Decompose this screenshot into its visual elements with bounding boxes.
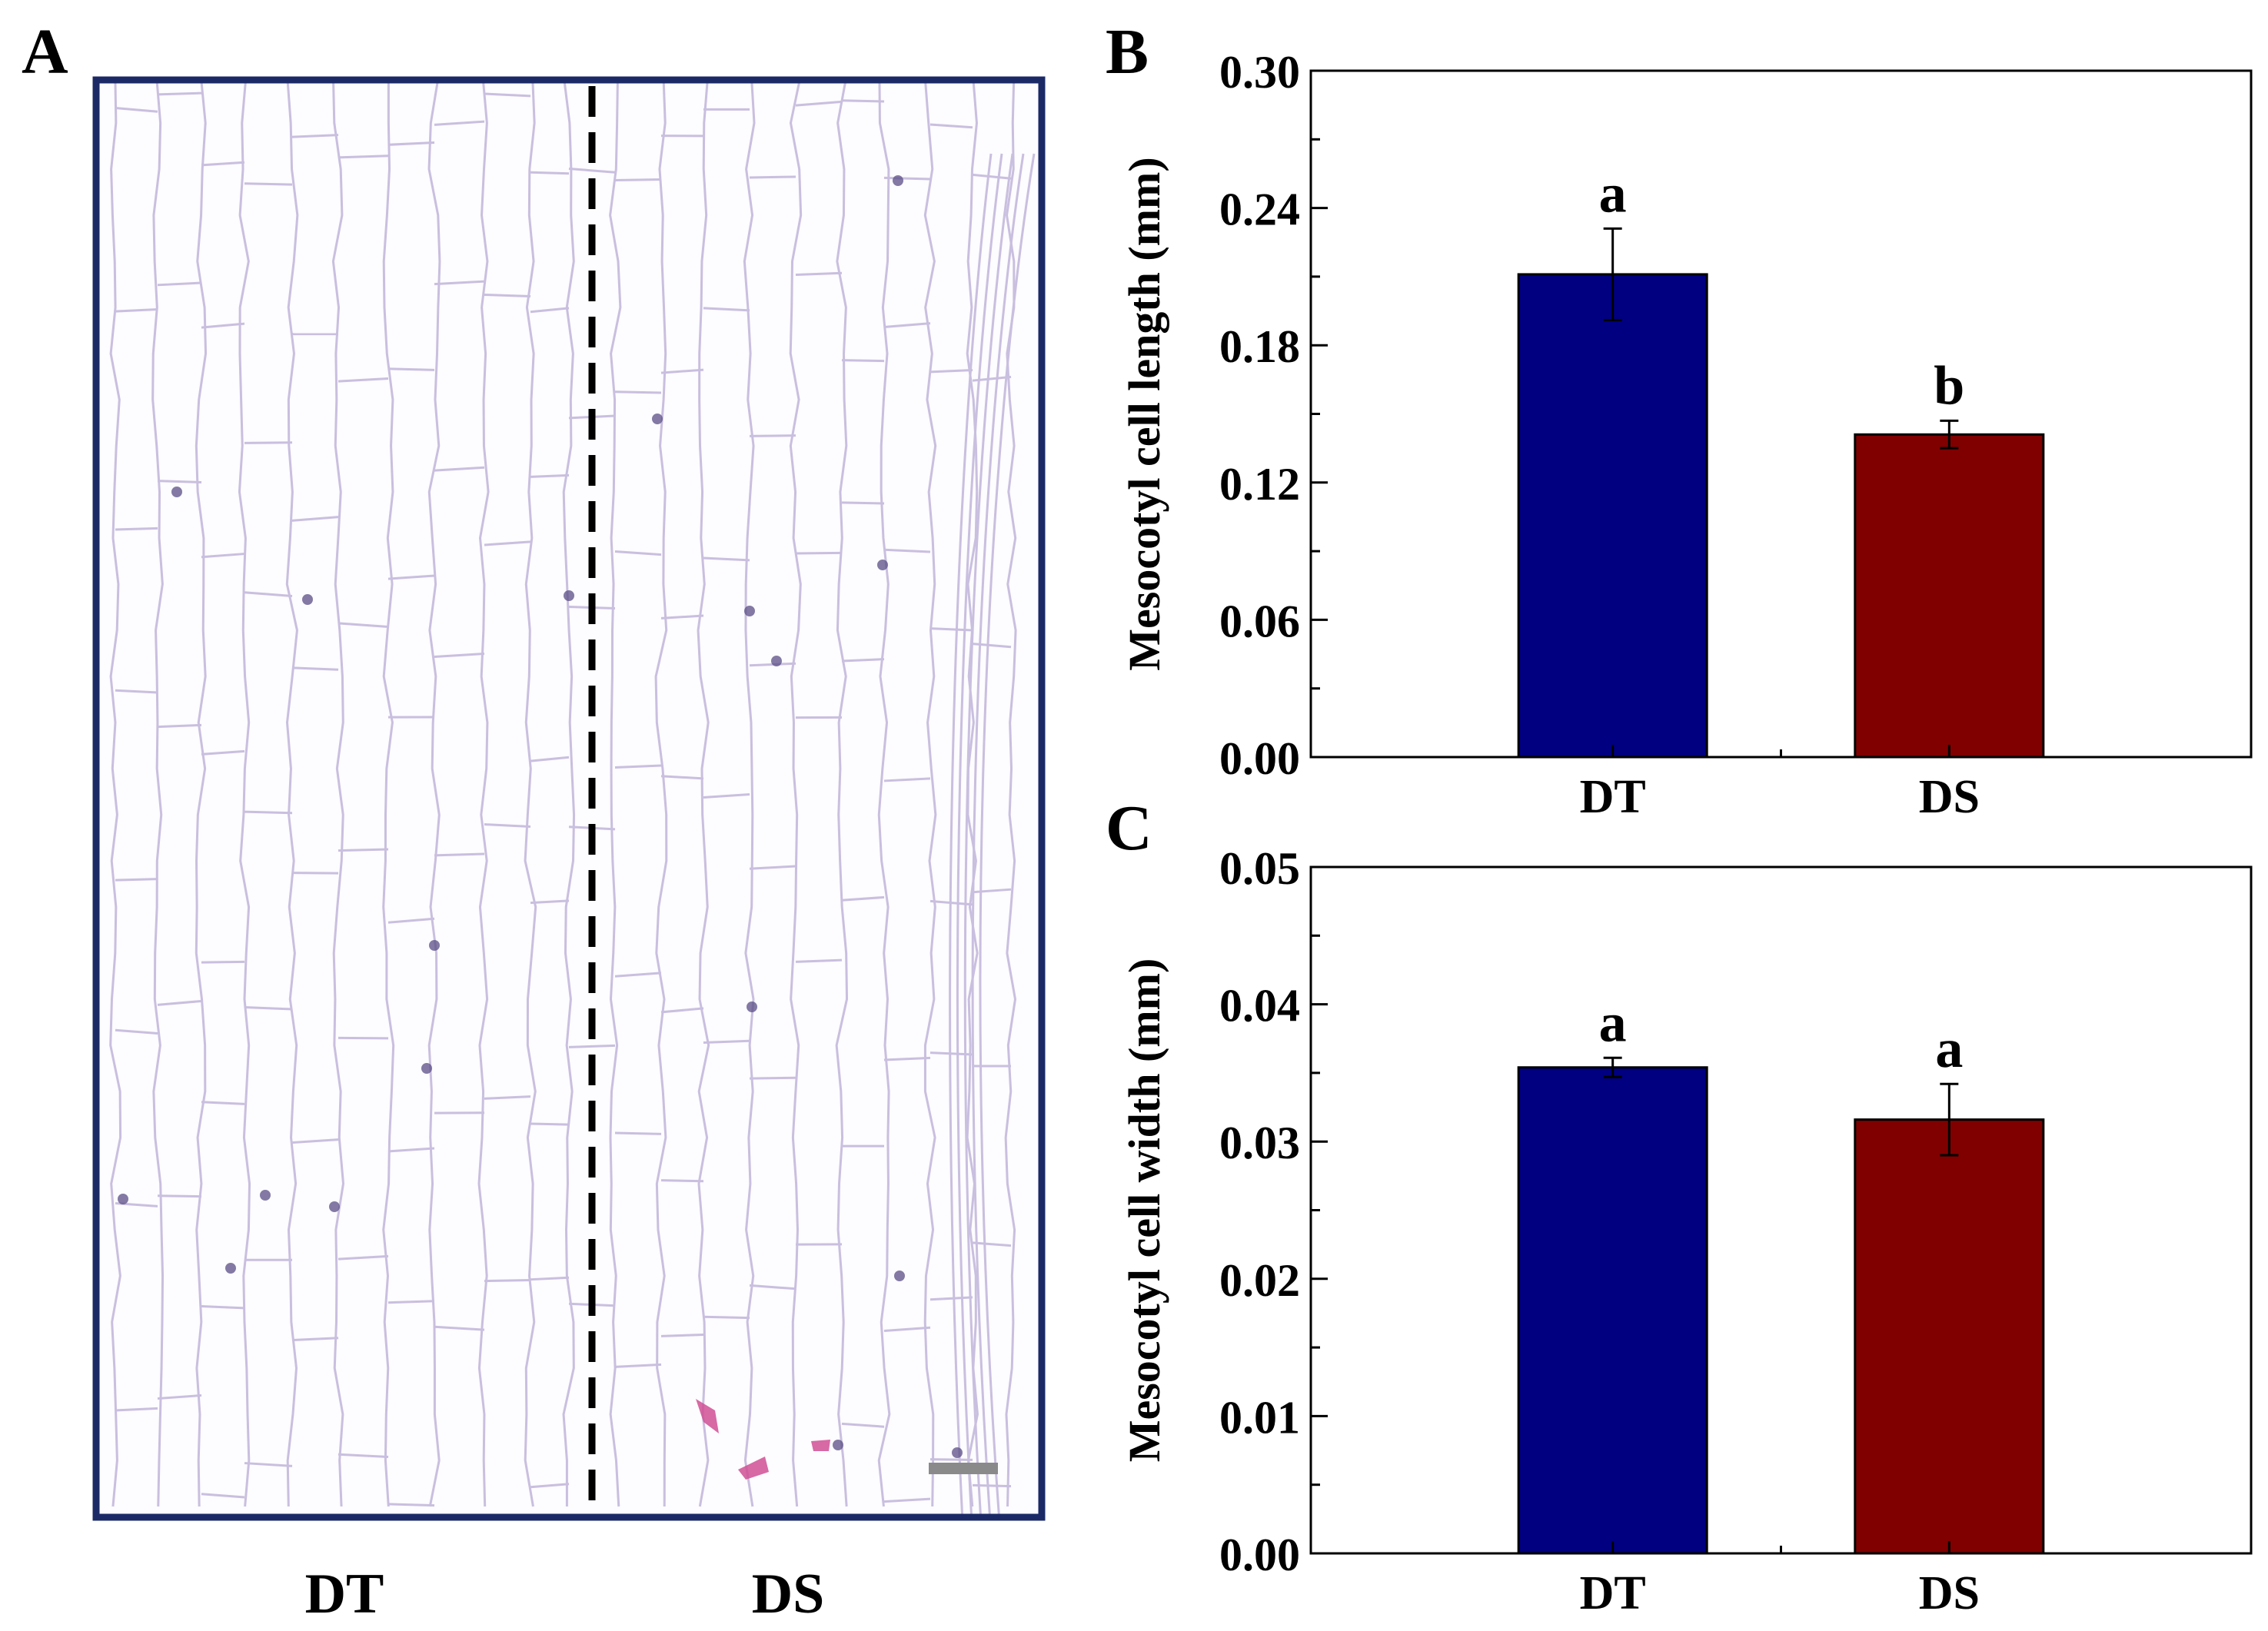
cell-cross-wall: [388, 369, 434, 370]
stain-fragment: [811, 1440, 830, 1451]
y-tick-label: 0.06: [1219, 596, 1300, 646]
cell-cross-wall: [569, 1045, 615, 1047]
bar-ds: [1855, 434, 2044, 757]
x-tick-label: DS: [1919, 1567, 1980, 1619]
nucleus-dot: [744, 606, 755, 616]
y-tick-label: 0.03: [1219, 1118, 1300, 1168]
y-tick-label: 0.12: [1219, 459, 1300, 510]
panel-a-letter: A: [22, 16, 68, 88]
scale-bar-icon: [929, 1463, 998, 1474]
y-tick-label: 0.00: [1219, 1530, 1300, 1580]
bar-ds: [1855, 1120, 2044, 1553]
cell-cross-wall: [388, 1301, 434, 1303]
cell-cross-wall: [388, 1504, 434, 1506]
nucleus-dot: [952, 1447, 963, 1458]
nucleus-dot: [877, 560, 888, 570]
cell-cross-wall: [115, 879, 158, 880]
y-tick-label: 0.05: [1219, 843, 1300, 894]
cell-cross-wall: [615, 392, 661, 393]
nucleus-dot: [260, 1190, 271, 1201]
panel-b-letter: B: [1106, 16, 1149, 88]
plot-frame: [1311, 71, 2251, 757]
cell-cross-wall: [158, 481, 201, 483]
nucleus-dot: [302, 594, 313, 605]
y-tick-label: 0.04: [1219, 981, 1300, 1031]
y-axis-label: Mesocotyl cell width (mm): [1119, 958, 1169, 1463]
cell-cross-wall: [292, 873, 338, 874]
x-tick-label: DT: [1580, 1567, 1646, 1619]
y-tick-label: 0.02: [1219, 1255, 1300, 1306]
cell-cross-wall: [338, 849, 388, 851]
panel-a-label-ds: DS: [752, 1563, 825, 1626]
cell-cross-wall: [615, 180, 661, 181]
nucleus-dot: [421, 1063, 432, 1074]
significance-label: a: [1599, 992, 1627, 1053]
nucleus-dot: [329, 1201, 340, 1212]
cell-cross-wall: [484, 1280, 530, 1281]
cell-cross-wall: [530, 475, 569, 477]
plot-frame: [1311, 867, 2251, 1553]
panel-a-label-dt: DT: [305, 1563, 384, 1626]
significance-label: a: [1935, 1018, 1963, 1079]
cell-cross-wall: [158, 93, 201, 95]
x-tick-label: DT: [1580, 771, 1646, 823]
nucleus-dot: [833, 1440, 843, 1450]
nucleus-dot: [225, 1263, 236, 1274]
nucleus-dot: [747, 1002, 757, 1012]
y-tick-label: 0.01: [1219, 1392, 1300, 1443]
nucleus-dot: [652, 414, 663, 424]
cell-cross-wall: [244, 812, 292, 813]
significance-label: a: [1599, 162, 1627, 224]
cell-cross-wall: [158, 1196, 201, 1197]
bar-dt: [1518, 1068, 1707, 1553]
chart-c: C 0.00 0.01 0.02 0.03 0.04 0.05 Mesocotyl cell …: [1106, 792, 2251, 1619]
significance-label: b: [1934, 354, 1964, 416]
cell-cross-wall: [884, 178, 930, 179]
nucleus-dot: [893, 175, 903, 186]
micrograph-icon: [100, 77, 1038, 1522]
bar-dt: [1518, 274, 1707, 757]
nucleus-dot: [171, 487, 182, 497]
y-tick-label: 0.24: [1219, 184, 1300, 235]
cell-cross-wall: [750, 436, 796, 437]
chart-b: B 0.00 0.06 0.12 0.18 0.24 0.30 Mesocotyl cell …: [1106, 16, 2251, 823]
cell-cross-wall: [842, 360, 884, 361]
cell-cross-wall: [661, 1334, 703, 1336]
cell-cross-wall: [615, 1133, 661, 1134]
nucleus-dot: [564, 590, 574, 601]
nucleus-dot: [771, 656, 782, 666]
panel-a: A DT DS: [22, 16, 1042, 1626]
x-tick-label: DS: [1919, 771, 1980, 823]
y-tick-label: 0.00: [1219, 733, 1300, 784]
y-axis-label: Mesocotyl cell length (mm): [1119, 157, 1169, 670]
nucleus-dot: [429, 940, 440, 951]
nucleus-dot: [894, 1271, 905, 1281]
cell-cross-wall: [750, 177, 796, 178]
cell-cross-wall: [115, 528, 158, 530]
cell-cross-wall: [530, 172, 569, 174]
panel-c-letter: C: [1106, 792, 1152, 864]
y-tick-label: 0.18: [1219, 321, 1300, 372]
cell-cross-wall: [484, 294, 530, 296]
cell-cross-wall: [434, 854, 484, 855]
y-tick-label: 0.30: [1219, 47, 1300, 98]
nucleus-dot: [118, 1194, 128, 1204]
